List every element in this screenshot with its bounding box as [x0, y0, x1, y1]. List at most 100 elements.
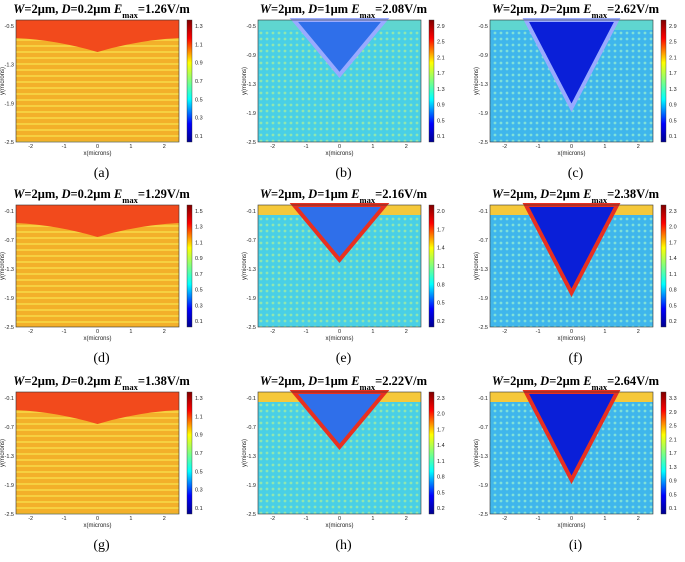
title-part: E [113, 187, 122, 201]
panel-caption: (e) [336, 351, 352, 366]
colorbar-label: 0.2 [669, 319, 677, 325]
x-tick-label: 2 [405, 516, 408, 522]
title-part: max [122, 10, 138, 20]
panel-title: W=2μm, D=1μm Emax=2.22V/m [260, 374, 428, 392]
title-part: D [60, 374, 70, 388]
panel: W=2μm, D=1μm Emax=2.22V/m -2 -1 0 1 2 -0.1 -0.7… [242, 374, 445, 553]
x-tick-label: 2 [163, 144, 166, 150]
y-axis-label: y(microns) [474, 67, 480, 95]
colorbar-label: 1.7 [437, 71, 445, 77]
colorbar-label: 3.3 [669, 396, 677, 402]
panel: W=2μm, D=1μm Emax=2.16V/m -2 -1 0 1 2 -0.1 -0.7… [242, 187, 445, 366]
y-tick-label: -0.5 [247, 24, 256, 30]
x-tick-label: 0 [338, 144, 341, 150]
title-part: D [307, 187, 317, 201]
colorbar-label: 1.4 [669, 256, 677, 262]
colorbar [660, 19, 667, 143]
title-part: W [13, 2, 25, 16]
x-tick-label: 1 [603, 329, 606, 335]
colorbar-label: 0.3 [195, 116, 203, 122]
x-axis-label: x(microns) [558, 151, 586, 157]
y-tick-label: -2.5 [247, 325, 256, 331]
y-tick-label: -1.9 [247, 296, 256, 302]
x-tick-label: 2 [637, 329, 640, 335]
title-part: =0.2μm [71, 187, 114, 201]
plot-frame [489, 19, 654, 143]
title-part: D [307, 374, 317, 388]
colorbar-label: 0.5 [437, 490, 445, 496]
colorbar-label: 0.5 [195, 469, 203, 475]
colorbar-label: 1.1 [195, 414, 203, 420]
title-part: max [360, 382, 376, 392]
x-tick-label: -2 [28, 516, 33, 522]
x-tick-label: -1 [536, 516, 541, 522]
colorbar-label: 0.5 [437, 118, 445, 124]
x-tick-label: 0 [96, 144, 99, 150]
x-tick-label: -2 [270, 329, 275, 335]
y-axis-label: y(microns) [0, 439, 6, 467]
y-tick-label: -0.7 [479, 238, 488, 244]
y-tick-label: -0.1 [479, 209, 488, 215]
colorbar [428, 204, 435, 328]
y-tick-label: -0.1 [247, 209, 256, 215]
title-part: =1μm [317, 374, 351, 388]
title-part: E [350, 187, 359, 201]
plot-frame [257, 391, 422, 515]
x-tick-label: -1 [304, 516, 309, 522]
title-part: =2μm [549, 187, 583, 201]
colorbar-label: 0.9 [195, 61, 203, 67]
colorbar-label: 0.9 [195, 433, 203, 439]
colorbar-label: 0.1 [195, 134, 203, 140]
panel: W=2μm, D=2μm Emax=2.62V/m -2 -1 0 1 2 -0.5 -0.9… [474, 2, 677, 181]
panel-title: W=2μm, D=1μm Emax=2.08V/m [260, 2, 428, 20]
colorbar-label: 1.3 [669, 465, 677, 471]
title-part: =1μm [317, 2, 351, 16]
colorbar-label: 0.1 [669, 506, 677, 512]
title-part: E [113, 374, 122, 388]
x-tick-label: 2 [637, 144, 640, 150]
panel-caption: (i) [569, 538, 583, 553]
colorbar-label: 0.1 [195, 506, 203, 512]
y-tick-label: -0.7 [479, 425, 488, 431]
y-axis-label: y(microns) [242, 67, 248, 95]
x-tick-label: -1 [536, 144, 541, 150]
y-tick-label: -1.3 [5, 267, 14, 273]
colorbar-label: 2.0 [669, 225, 677, 231]
title-part: E [582, 374, 591, 388]
colorbar-label: 1.7 [437, 427, 445, 433]
plot-frame [15, 19, 180, 143]
x-tick-label: -1 [62, 329, 67, 335]
colorbar-label: 0.5 [195, 288, 203, 294]
x-tick-label: 1 [603, 516, 606, 522]
y-tick-label: -1.9 [479, 296, 488, 302]
panel: W=2μm, D=2μm Emax=2.38V/m -2 -1 0 1 2 -0.1 -0.7… [474, 187, 677, 366]
colorbar-label: 1.1 [195, 240, 203, 246]
y-tick-label: -2.5 [247, 140, 256, 146]
y-tick-label: -1.9 [247, 111, 256, 117]
title-part: =2μm, [271, 374, 308, 388]
plot-frame [15, 391, 180, 515]
x-tick-label: 1 [371, 144, 374, 150]
colorbar-label: 2.5 [669, 424, 677, 430]
y-axis-label: y(microns) [0, 252, 6, 280]
panel-title: W=2μm, D=1μm Emax=2.16V/m [260, 187, 428, 205]
y-tick-label: -1.3 [5, 454, 14, 460]
title-part: =1.38V/m [138, 374, 190, 388]
colorbar [428, 391, 435, 515]
x-tick-label: 2 [405, 144, 408, 150]
title-part: =1.29V/m [138, 187, 190, 201]
title-part: D [539, 374, 549, 388]
title-part: W [260, 2, 272, 16]
y-tick-label: -1.9 [247, 483, 256, 489]
panel-title: W=2μm, D=2μm Emax=2.62V/m [492, 2, 660, 20]
colorbar [660, 391, 667, 515]
colorbar-label: 1.4 [437, 443, 445, 449]
field-top [16, 20, 179, 52]
title-part: D [307, 2, 317, 16]
colorbar-label: 0.7 [195, 451, 203, 457]
title-part: max [122, 195, 138, 205]
panel: W=2μm, D=0.2μm Emax=1.38V/m -2 -1 0 1 2 -0.1 -0… [0, 374, 203, 553]
title-part: =0.2μm [71, 374, 114, 388]
panel: W=2μm, D=1μm Emax=2.08V/m -2 -1 0 1 2 -0.5 -0.9… [242, 2, 445, 181]
